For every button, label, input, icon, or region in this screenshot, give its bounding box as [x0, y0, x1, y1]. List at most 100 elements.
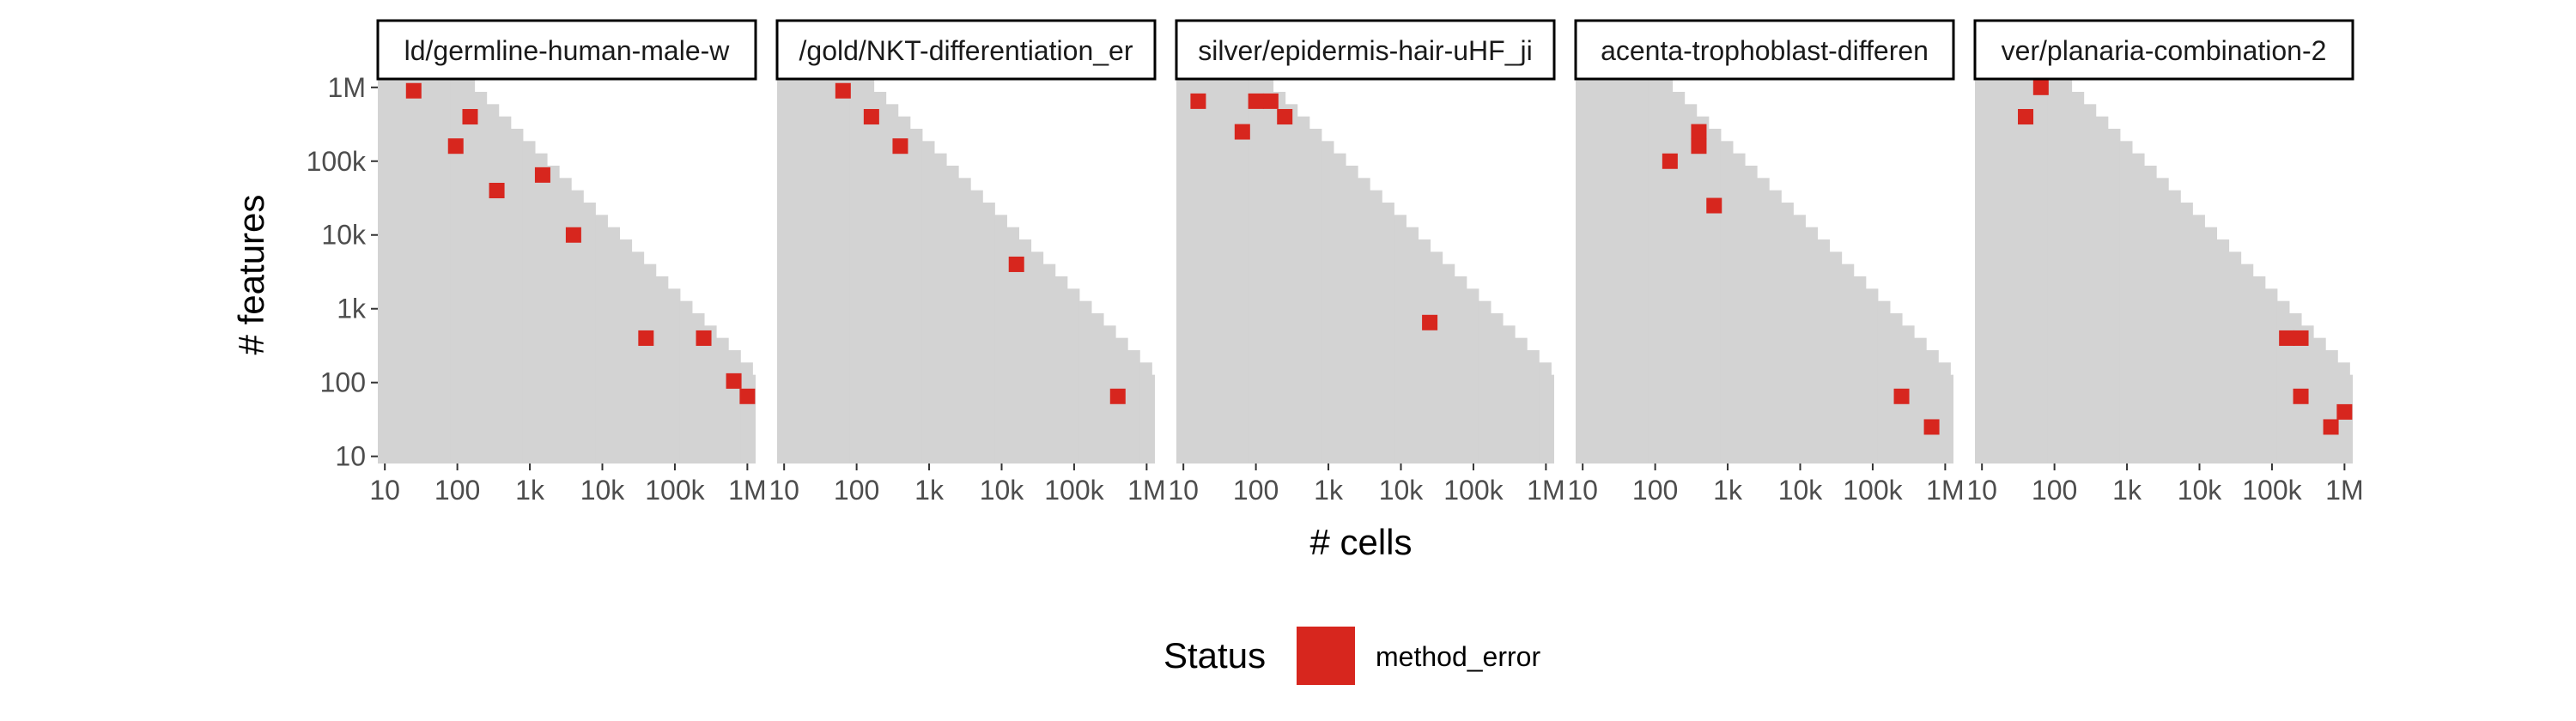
region-column [1841, 264, 1855, 464]
region-column [390, 79, 403, 464]
region-column [2168, 190, 2181, 464]
feasible-region [378, 79, 756, 464]
facet-strip-4: acenta-trophoblast-differen [1574, 19, 1955, 81]
region-column [1139, 362, 1152, 464]
region-column [2083, 104, 2097, 464]
region-column [510, 129, 524, 464]
region-column [873, 92, 887, 464]
data-point [1706, 197, 1722, 214]
legend-label-method-error: method_error [1376, 641, 1540, 672]
region-column [1127, 349, 1140, 464]
region-column [2216, 239, 2230, 464]
data-point [696, 330, 712, 346]
strip-box [1574, 19, 1955, 81]
x-tick-label: 100k [645, 475, 705, 506]
region-column [704, 325, 717, 464]
region-column [1999, 79, 2012, 464]
region-column [2204, 227, 2218, 464]
feasible-region [777, 79, 1155, 464]
data-point [2323, 419, 2339, 435]
region-column [1176, 79, 1189, 464]
legend-title: Status [1163, 635, 1266, 676]
x-tick-label: 10 [769, 475, 799, 506]
region-column [462, 79, 476, 464]
data-point [1691, 138, 1707, 154]
x-tick-label: 1M [1527, 475, 1564, 506]
data-point [1190, 93, 1206, 109]
facet-title: /gold/NKT-differentiation_er [799, 35, 1133, 66]
x-tick-label: 100k [2242, 475, 2302, 506]
region-column [583, 202, 596, 464]
region-column [1877, 300, 1891, 464]
x-tick-label: 10k [580, 475, 626, 506]
region-column [777, 79, 790, 464]
facet-title: ld/germline-human-male-w [404, 35, 731, 66]
x-tick-label: 10 [1168, 475, 1199, 506]
region-column [921, 141, 935, 464]
region-column [1103, 325, 1116, 464]
region-column [801, 79, 814, 464]
region-column [2144, 165, 2157, 464]
y-axis: 10 100 1k 10k 100k 1M [307, 72, 378, 472]
region-column [1261, 79, 1274, 464]
data-point [2293, 330, 2309, 346]
facet-strip-3: silver/epidermis-hair-uHF_ji [1175, 19, 1556, 81]
facet-strip-2: /gold/NKT-differentiation_er [775, 19, 1157, 81]
region-column [378, 79, 391, 464]
region-column [1817, 239, 1831, 464]
x-tick-label: 1M [728, 475, 766, 506]
region-column [1200, 79, 1213, 464]
region-column [1926, 349, 1939, 464]
region-column [1757, 178, 1770, 464]
x-tick-label: 1k [1713, 475, 1743, 506]
region-column [1527, 349, 1540, 464]
region-column [2131, 153, 2145, 464]
region-column [1466, 288, 1479, 464]
region-column [498, 116, 512, 464]
region-column [825, 79, 838, 464]
region-column [2011, 79, 2024, 464]
region-column [740, 362, 753, 464]
region-column [1975, 79, 1988, 464]
x-tick-label: 100k [1044, 475, 1104, 506]
data-point [1248, 93, 1264, 109]
region-column [970, 190, 983, 464]
x-axis-title: # cells [1309, 522, 1412, 562]
x-tick-label: 10k [1379, 475, 1425, 506]
region-column [679, 300, 693, 464]
region-column [1684, 104, 1698, 464]
region-column [1853, 276, 1867, 464]
region-column [2119, 141, 2133, 464]
region-column [1370, 190, 1382, 464]
region-column [1442, 264, 1455, 464]
region-column [933, 153, 947, 464]
region-column [1285, 104, 1298, 464]
region-column [414, 79, 427, 464]
region-column [1042, 264, 1056, 464]
region-column [2023, 79, 2036, 464]
region-column [1346, 165, 1358, 464]
region-column [1078, 300, 1092, 464]
y-tick-label: 10 [335, 441, 366, 472]
feasible-region [1975, 79, 2353, 464]
region-column [1358, 178, 1370, 464]
region-column [1503, 325, 1516, 464]
region-column [861, 79, 875, 464]
region-column [619, 239, 633, 464]
region-column [2059, 79, 2073, 464]
x-tick-label: 100k [1443, 475, 1504, 506]
region-column [752, 374, 756, 464]
region-column [1612, 79, 1625, 464]
region-column [1321, 141, 1334, 464]
region-column [1478, 300, 1492, 464]
region-column [728, 349, 741, 464]
region-column [946, 165, 959, 464]
data-point [1422, 314, 1438, 330]
region-column [2252, 276, 2266, 464]
facet-panel-4: 10 100 1k 10k 100k 1M acenta-trophoblast-diffe… [1567, 19, 1965, 506]
region-column [1333, 153, 1346, 464]
region-column [1588, 79, 1601, 464]
x-tick-label: 100 [1632, 475, 1678, 506]
region-column [1950, 374, 1953, 464]
region-column [2192, 215, 2205, 464]
